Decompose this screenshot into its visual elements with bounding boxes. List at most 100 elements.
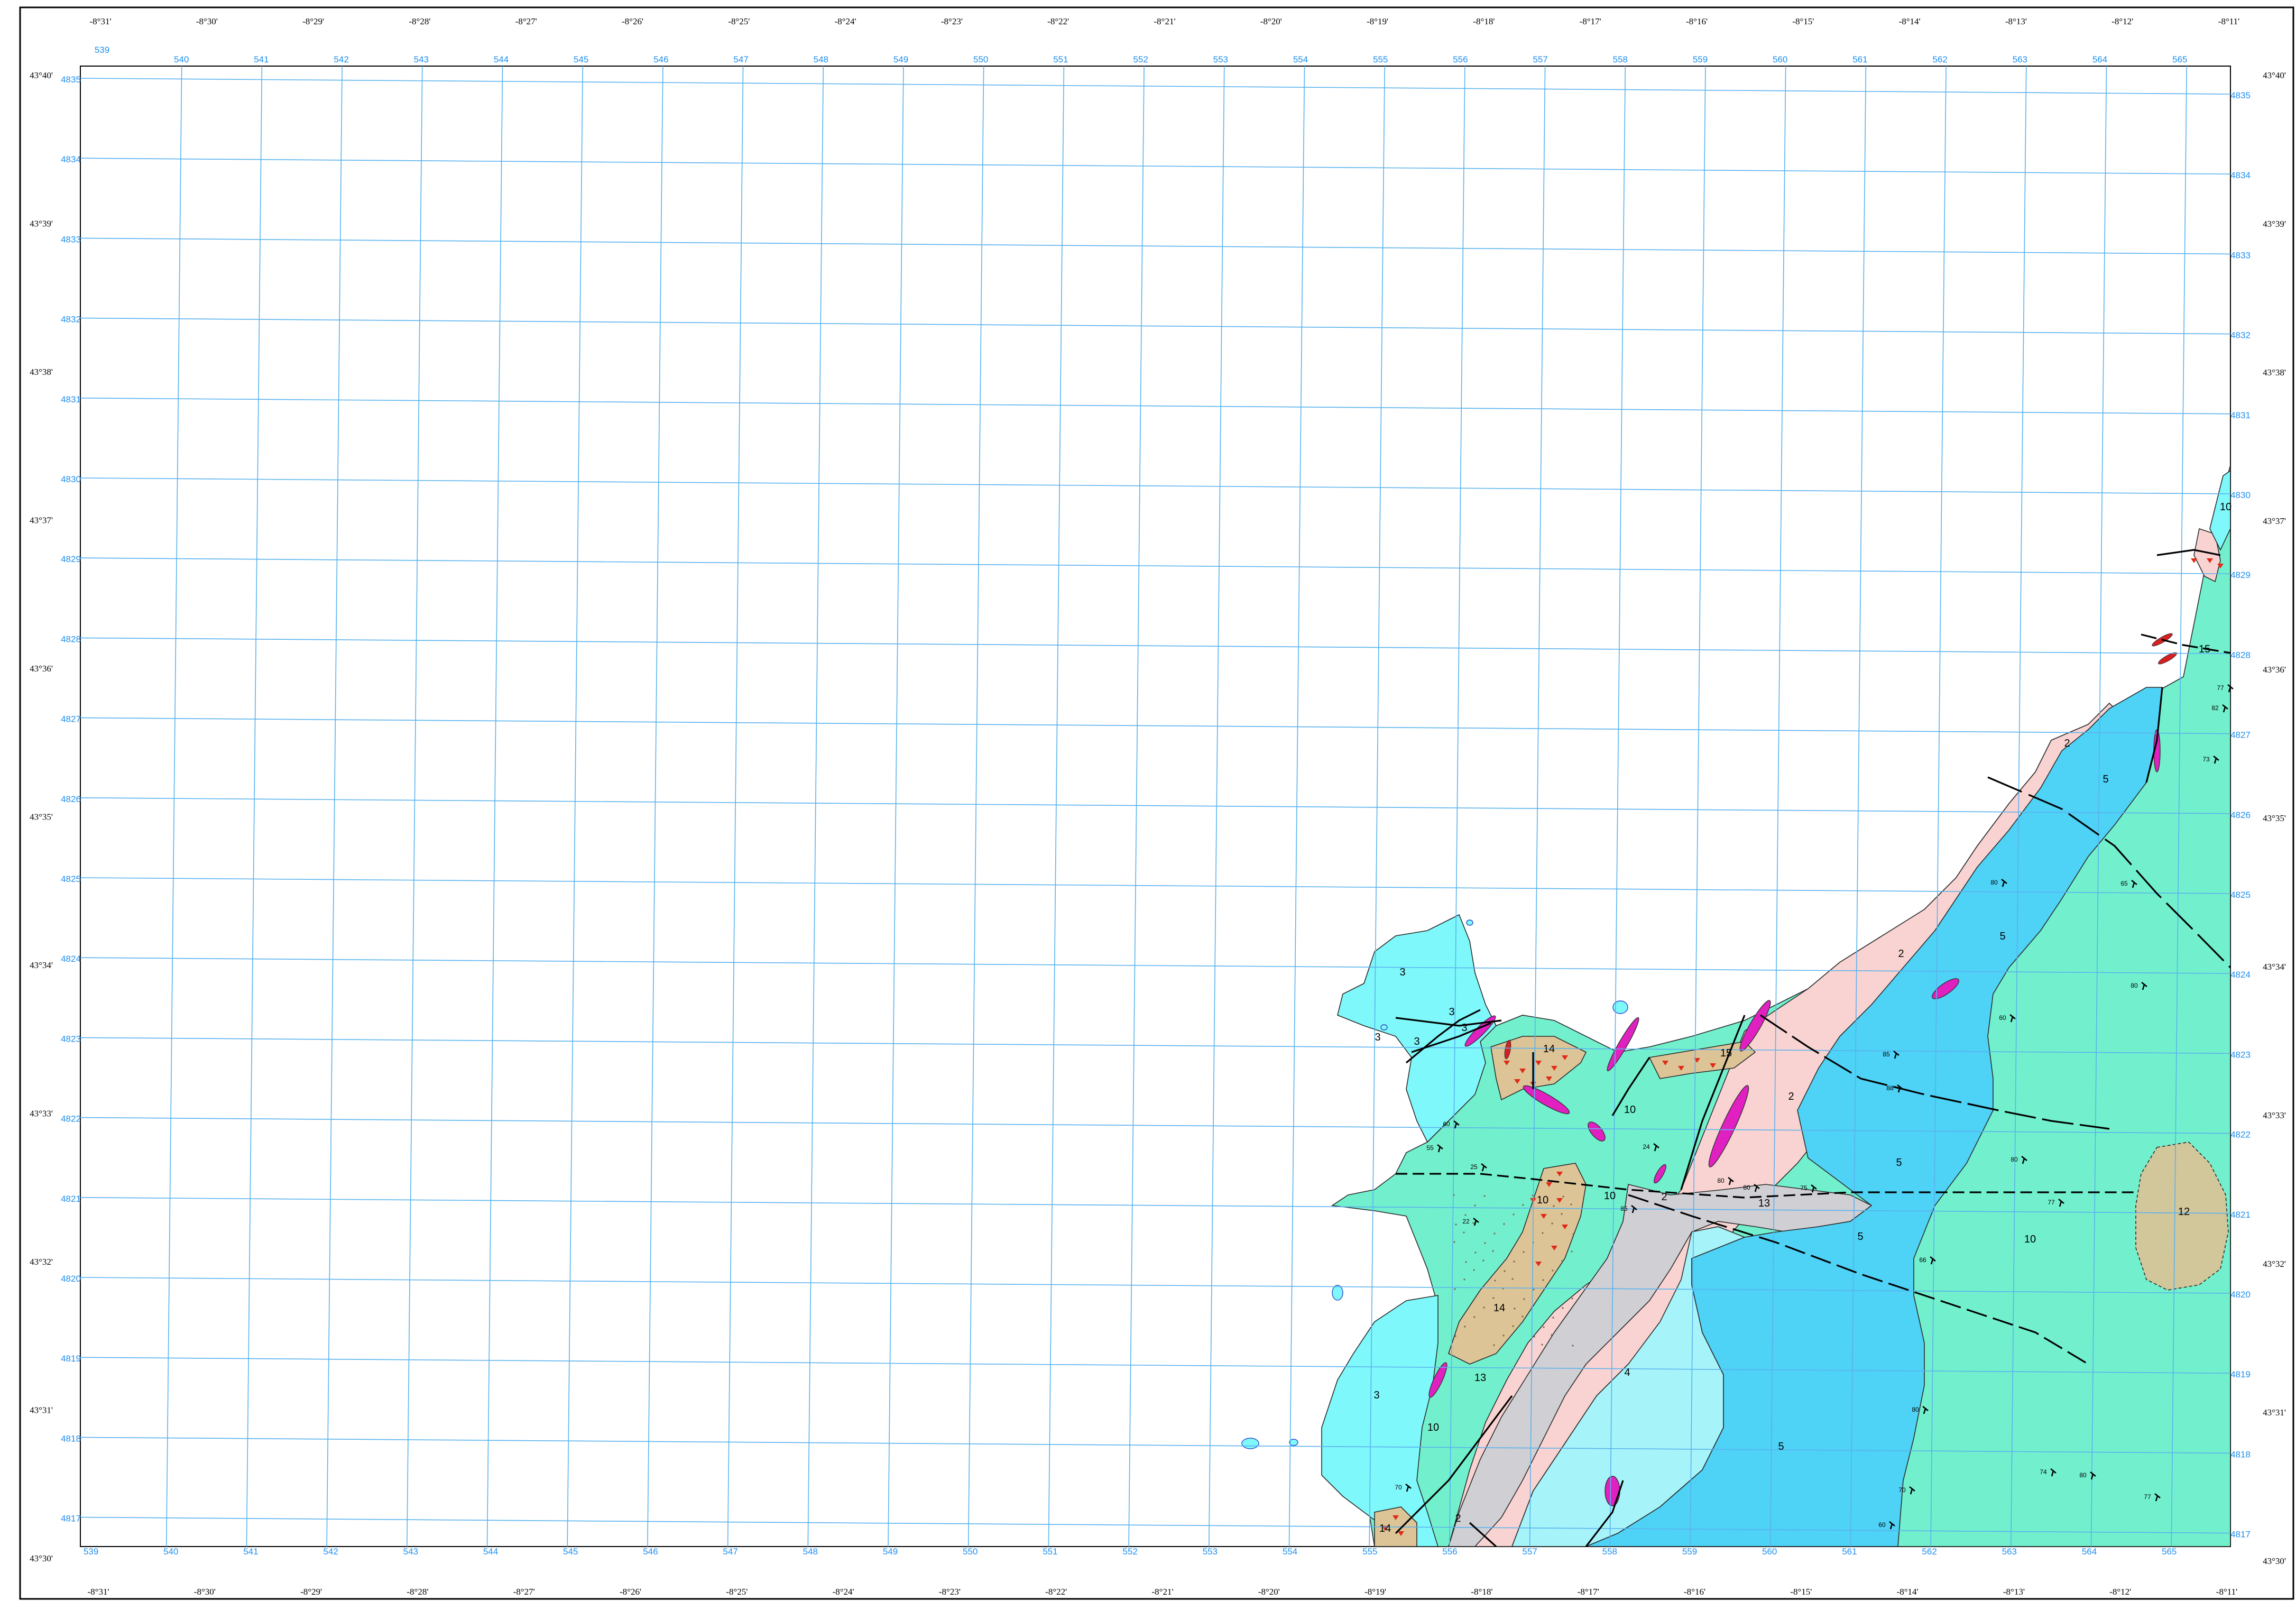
strike-dip-symbol — [1897, 1084, 1903, 1093]
easting-gridline — [1128, 66, 1145, 1547]
utm-northing-labels-right: 4835 4834 4833 4832 4831 4830 4829 4828 4827 4826… — [2230, 90, 2251, 1540]
utm-easting-label: 547 — [723, 1547, 737, 1557]
easting-gridline — [1609, 66, 1626, 1547]
unit-14-texture — [1513, 1213, 1515, 1216]
unit-14-texture — [1464, 1214, 1467, 1216]
utm-easting-label: 548 — [814, 54, 828, 65]
unit-14-area — [1448, 1163, 1587, 1365]
unit-14-texture — [1571, 1250, 1573, 1253]
utm-easting-label: 552 — [1122, 1547, 1137, 1557]
unit-label: 10 — [1604, 1190, 1616, 1202]
utm-easting-label: 560 — [1773, 54, 1787, 65]
unit-label: 12 — [2178, 1206, 2190, 1218]
utm-northing-label: 4821 — [2230, 1210, 2251, 1220]
unit-11-symbol — [1556, 1172, 1563, 1176]
latitude-labels-right: 43°40' 43°39' 43°38' 43°37' 43°36' 43°35' 43°3… — [2263, 70, 2286, 1566]
utm-northing-label: 4822 — [61, 1114, 81, 1124]
unit-11-symbol — [2207, 558, 2213, 563]
utm-easting-label: 545 — [574, 54, 588, 65]
unit-14-texture — [1522, 1204, 1524, 1206]
easting-gridline — [1369, 66, 1385, 1547]
strike-dip-symbol — [2009, 1014, 2016, 1023]
unit-14-texture — [1551, 1334, 1553, 1336]
strike-dip-symbol — [1811, 1184, 1817, 1193]
strike-dip-symbol — [1922, 1405, 1929, 1414]
utm-northing-label: 4823 — [2230, 1050, 2251, 1060]
islet — [1380, 1024, 1388, 1030]
utm-northing-label: 4827 — [2230, 730, 2251, 740]
latitude-label: 43°39' — [30, 219, 53, 229]
unit-label: 2 — [1661, 1191, 1667, 1203]
unit-label: 13 — [1758, 1198, 1770, 1209]
dip-value-label: 85 — [1883, 1051, 1890, 1058]
strike-dip-symbol — [2222, 704, 2228, 713]
longitude-label: -8°12' — [2111, 16, 2133, 26]
dip-value-label: 77 — [2144, 1493, 2151, 1501]
utm-easting-label: 550 — [963, 1547, 978, 1557]
dip-value-label: 65 — [2120, 880, 2128, 887]
utm-northing-label: 4819 — [61, 1354, 81, 1364]
dip-value-label: 74 — [2040, 1468, 2047, 1476]
fault-line — [1680, 1015, 1746, 1190]
utm-northing-label: 4831 — [61, 394, 81, 404]
dip-value-label: 25 — [1470, 1163, 1478, 1171]
utm-northing-label: 4835 — [61, 75, 81, 85]
strike-dip-symbol — [1453, 1120, 1460, 1129]
utm-easting-label: 564 — [2092, 54, 2107, 65]
unit-11-symbol — [2191, 558, 2197, 563]
fault-line — [1469, 1522, 1497, 1548]
utm-easting-label: 547 — [733, 54, 748, 65]
northing-gridline — [80, 1437, 2231, 1454]
strike-dip-symbol — [1653, 1143, 1659, 1152]
dip-value-label: 22 — [1462, 1218, 1470, 1225]
northing-gridline — [80, 317, 2231, 335]
unit-14-texture — [1542, 1279, 1544, 1281]
unit-14-texture — [1511, 1278, 1514, 1280]
utm-easting-label: 557 — [1522, 1547, 1537, 1557]
strike-dip-symbol — [1728, 1176, 1734, 1185]
dip-value-label: 80 — [1990, 879, 1998, 886]
dip-value-label: 55 — [1426, 1144, 1434, 1152]
unit-label: 3 — [1375, 1032, 1380, 1043]
utm-easting-label: 551 — [1053, 54, 1068, 65]
utm-northing-label: 4826 — [61, 794, 81, 804]
red-dike — [1504, 1039, 1511, 1060]
unit-label: 14 — [1379, 1523, 1391, 1534]
easting-gridline — [2171, 66, 2188, 1547]
utm-northing-label: 4835 — [2230, 90, 2251, 100]
fault-line — [1987, 776, 2232, 969]
utm-easting-label: 544 — [494, 54, 509, 65]
latitude-label: 43°33' — [2263, 1110, 2286, 1120]
dike — [1739, 1000, 1771, 1052]
latitude-label: 43°31' — [30, 1405, 53, 1415]
unit-label: 10 — [2024, 1234, 2036, 1245]
northing-gridline — [80, 1277, 2231, 1294]
utm-easting-labels-bottom: 539 540 541 542 543 544 545 546 547 548 549 550 551 5… — [84, 1547, 2177, 1557]
unit-14-texture — [1503, 1223, 1505, 1225]
utm-easting-label: 542 — [323, 1547, 338, 1557]
unit-label: 15 — [1720, 1047, 1732, 1059]
longitude-label: -8°29' — [300, 1587, 322, 1597]
utm-easting-label: 559 — [1682, 1547, 1697, 1557]
islet — [1289, 1439, 1298, 1446]
unit-label: 3 — [1414, 1036, 1419, 1047]
unit-label: 5 — [1896, 1157, 1902, 1168]
utm-easting-label: 563 — [2013, 54, 2027, 65]
latitude-label: 43°38' — [30, 367, 53, 377]
unit-11-symbol — [1535, 1262, 1542, 1266]
unit-label: 5 — [1857, 1231, 1863, 1243]
easting-gridline — [967, 66, 984, 1547]
latitude-label: 43°38' — [2263, 367, 2286, 378]
strike-dip-symbol — [2213, 755, 2219, 764]
dip-value-label: 60 — [1878, 1521, 1886, 1529]
longitude-label: -8°20' — [1260, 16, 1282, 26]
unit-14-texture — [1493, 1232, 1496, 1235]
northing-gridline — [80, 1037, 2231, 1054]
longitude-label: -8°15' — [1790, 1587, 1812, 1597]
dip-value-label: 82 — [2211, 704, 2219, 712]
unit-5-area — [1585, 687, 2163, 1547]
longitude-labels-bottom: -8°31' -8°30' -8°29' -8°28' -8°27' -8°26' -8°2… — [87, 1587, 2237, 1597]
northing-gridline — [80, 1357, 2231, 1374]
